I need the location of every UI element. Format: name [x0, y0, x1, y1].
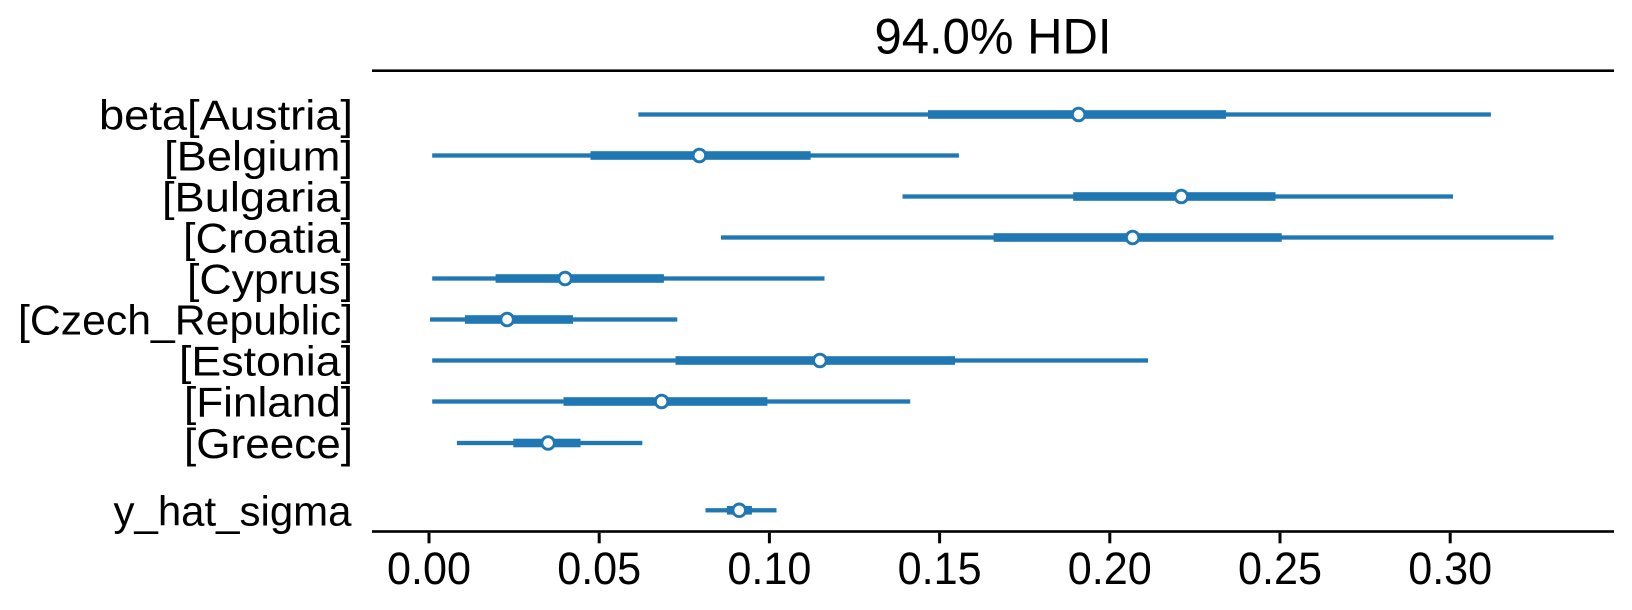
svg-text:0.30: 0.30: [1408, 543, 1492, 594]
svg-text:0.15: 0.15: [898, 543, 982, 594]
svg-text:[Greece]: [Greece]: [184, 420, 353, 467]
svg-text:[Croatia]: [Croatia]: [183, 215, 353, 262]
svg-text:0.00: 0.00: [387, 543, 471, 594]
svg-text:0.10: 0.10: [727, 543, 811, 594]
svg-text:0.20: 0.20: [1068, 543, 1152, 594]
svg-text:[Czech_Republic]: [Czech_Republic]: [18, 297, 353, 344]
svg-text:0.05: 0.05: [557, 543, 641, 594]
svg-text:beta[Austria]: beta[Austria]: [99, 92, 353, 139]
svg-text:[Cyprus]: [Cyprus]: [187, 256, 353, 303]
svg-text:94.0% HDI: 94.0% HDI: [875, 9, 1112, 65]
svg-text:y_hat_sigma: y_hat_sigma: [114, 487, 353, 534]
svg-text:0.25: 0.25: [1238, 543, 1322, 594]
svg-text:[Finland]: [Finland]: [184, 379, 353, 426]
svg-text:[Estonia]: [Estonia]: [179, 338, 353, 385]
svg-text:[Bulgaria]: [Bulgaria]: [162, 174, 353, 221]
svg-text:[Belgium]: [Belgium]: [164, 133, 353, 180]
